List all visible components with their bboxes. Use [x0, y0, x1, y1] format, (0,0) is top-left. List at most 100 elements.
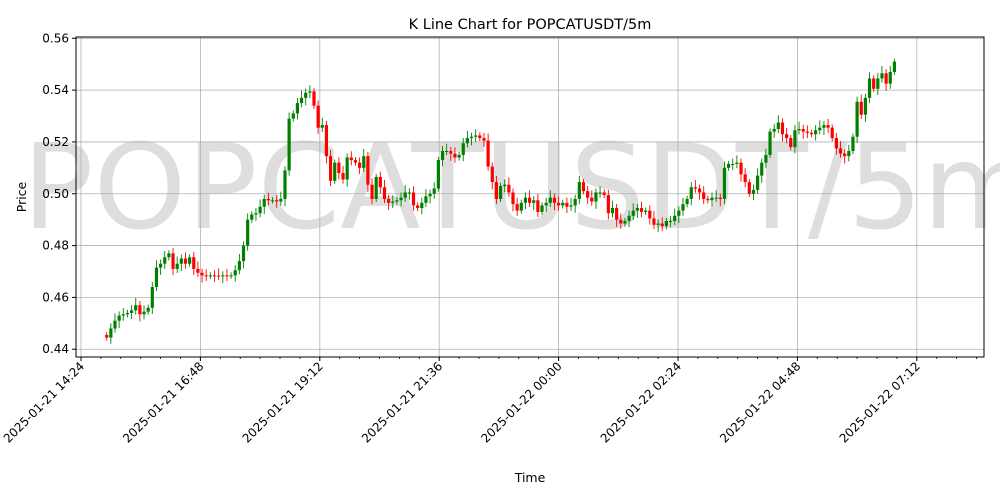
candle: [872, 75, 876, 92]
candle: [594, 188, 598, 209]
candle-body: [888, 71, 892, 84]
candle: [644, 207, 648, 216]
candle: [760, 158, 764, 183]
candle: [610, 200, 615, 218]
candle: [192, 252, 196, 276]
candle-body: [196, 268, 200, 273]
candle: [387, 194, 391, 211]
candle: [648, 205, 652, 225]
candle: [469, 132, 474, 146]
candle-body: [776, 122, 780, 129]
candle-body: [503, 184, 507, 186]
candle-body: [465, 138, 469, 144]
candle-body: [590, 197, 594, 202]
candle: [847, 144, 851, 162]
candle-body: [188, 257, 192, 264]
candle: [486, 133, 490, 171]
candle-body: [876, 78, 880, 89]
candle: [706, 195, 710, 204]
candle: [283, 166, 287, 207]
candle-body: [872, 78, 876, 89]
candle: [764, 148, 768, 168]
candle: [615, 203, 619, 227]
candle: [179, 254, 183, 271]
candle: [735, 155, 739, 169]
candle: [225, 269, 229, 282]
candle: [378, 171, 382, 194]
candle-body: [644, 210, 648, 212]
candle: [440, 145, 445, 167]
candle-body: [718, 197, 722, 199]
candle-body: [304, 92, 308, 98]
candle-body: [714, 197, 718, 199]
candle: [884, 69, 888, 91]
x-tick-label: 2025-01-21 14:24: [1, 359, 87, 445]
candle: [565, 197, 569, 213]
x-axis: 2025-01-21 14:24 2025-01-21 16:48 2025-01-…: [1, 357, 977, 446]
candle: [328, 149, 333, 186]
candle: [411, 186, 416, 211]
candle-body: [735, 162, 739, 164]
candle: [581, 178, 586, 195]
candle-body: [598, 192, 602, 194]
candle: [208, 272, 212, 280]
candle: [188, 254, 192, 267]
candle-body: [768, 131, 772, 155]
candle: [167, 250, 171, 261]
candle-body: [639, 208, 644, 212]
candle-body: [469, 136, 474, 139]
candle: [739, 158, 743, 182]
candle: [449, 146, 453, 161]
candle-body: [308, 91, 312, 93]
candle-body: [457, 154, 461, 158]
candle-body: [693, 187, 698, 189]
candle: [536, 194, 540, 218]
candle-body: [183, 258, 188, 264]
candle-body: [474, 135, 478, 137]
candle-body: [834, 138, 838, 149]
candle-body: [208, 275, 212, 277]
x-tick-label: 2025-01-22 00:00: [478, 359, 564, 445]
candle-body: [138, 305, 142, 315]
candle: [279, 191, 283, 206]
candle: [867, 72, 872, 104]
candle: [254, 208, 258, 221]
candle: [221, 271, 225, 284]
candle-body: [838, 148, 843, 154]
candle: [702, 186, 706, 205]
candle: [171, 248, 175, 276]
candle: [266, 192, 270, 206]
candle: [146, 304, 150, 315]
candle-body: [353, 160, 358, 163]
candle: [577, 175, 581, 205]
candle: [602, 189, 606, 199]
candle-body: [362, 156, 366, 168]
candle: [416, 202, 420, 212]
candle-body: [192, 257, 196, 269]
candle-body: [246, 219, 250, 246]
candle: [843, 149, 847, 164]
candle: [382, 180, 387, 204]
candle: [262, 194, 266, 214]
candle-body: [420, 202, 424, 209]
candle-body: [867, 78, 872, 98]
candle-body: [378, 176, 382, 188]
candle: [341, 165, 345, 184]
candle: [498, 182, 503, 203]
candle-body: [619, 219, 623, 224]
candle-body: [673, 215, 677, 221]
candle-body: [756, 175, 760, 190]
candle-body: [337, 162, 341, 174]
y-tick-label: 0.54: [42, 83, 69, 97]
candle-body: [785, 134, 789, 139]
candle: [822, 120, 826, 135]
candle-body: [515, 204, 519, 211]
candle: [557, 196, 561, 211]
candle-body: [557, 202, 561, 206]
candle-body: [702, 192, 706, 199]
candle-body: [606, 195, 610, 214]
candle: [109, 323, 113, 344]
candle-body: [805, 131, 809, 133]
candle: [163, 251, 167, 269]
